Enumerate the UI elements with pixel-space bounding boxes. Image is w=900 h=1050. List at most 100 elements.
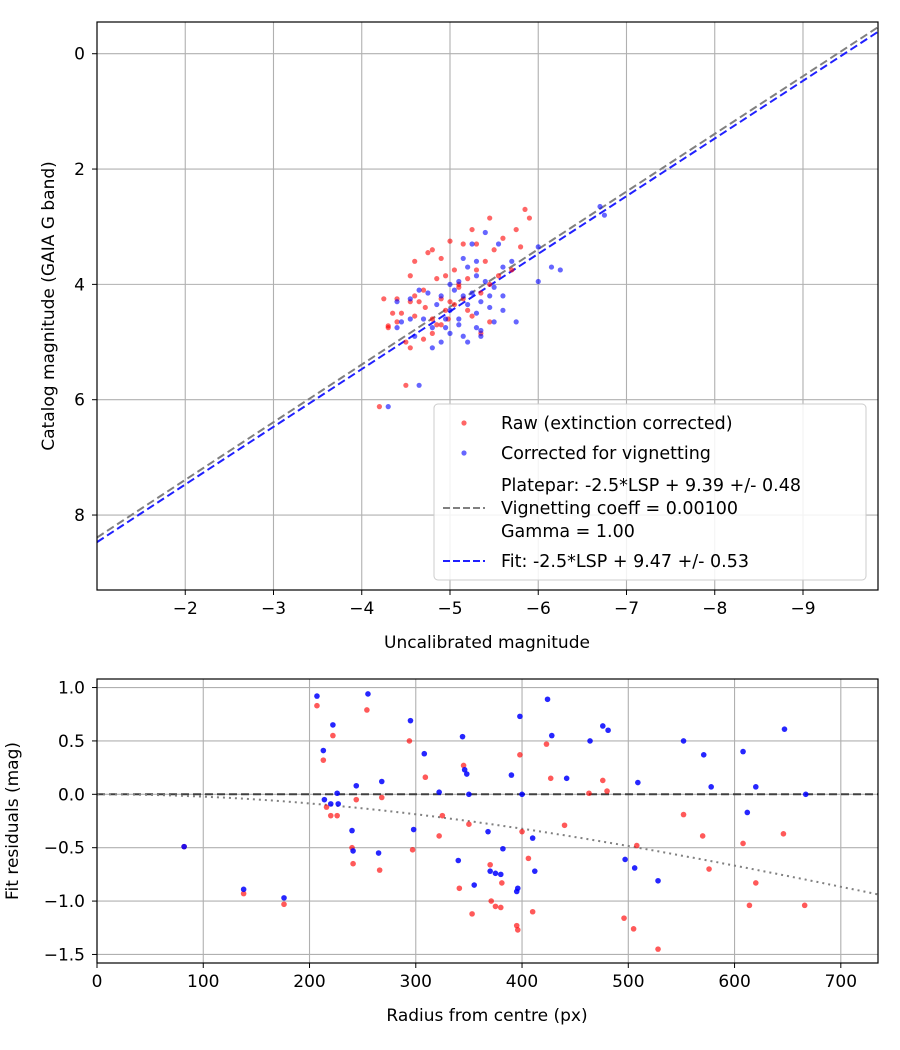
corrected-residual-point bbox=[407, 717, 414, 724]
top-y-tick-label: 0 bbox=[74, 45, 85, 65]
raw-point bbox=[381, 296, 387, 302]
raw-residual-point bbox=[547, 775, 554, 782]
raw-residual-point bbox=[320, 757, 327, 763]
raw-point bbox=[429, 330, 435, 336]
top-legend: Raw (extinction corrected) Corrected for… bbox=[433, 403, 867, 581]
raw-residual-point bbox=[469, 911, 475, 917]
corrected-residual-point bbox=[349, 827, 355, 834]
corrected-point bbox=[451, 287, 458, 293]
raw-point bbox=[487, 215, 493, 221]
raw-point bbox=[420, 336, 427, 342]
raw-residual-point bbox=[350, 860, 356, 867]
raw-point bbox=[420, 287, 427, 293]
corrected-residual-point bbox=[314, 693, 320, 699]
corrected-point bbox=[473, 310, 480, 316]
raw-point bbox=[403, 382, 409, 388]
corrected-point bbox=[429, 325, 435, 331]
top-x-axis-label: Uncalibrated magnitude bbox=[384, 633, 590, 653]
top-x-tick-label: −6 bbox=[526, 599, 551, 619]
raw-point bbox=[407, 273, 413, 279]
corrected-residual-point bbox=[500, 845, 506, 852]
bottom-x-tick-label: 100 bbox=[187, 972, 219, 992]
raw-residual-point bbox=[680, 811, 687, 818]
bottom-x-tick-label: 300 bbox=[400, 972, 432, 992]
raw-residual-point bbox=[281, 901, 287, 908]
top-x-tick-label: −4 bbox=[349, 599, 374, 619]
corrected-residual-point bbox=[497, 871, 504, 878]
raw-point bbox=[447, 299, 453, 305]
corrected-point bbox=[416, 287, 422, 293]
corrected-point bbox=[460, 293, 466, 299]
bottom-x-tick-label: 0 bbox=[92, 972, 103, 992]
raw-point bbox=[513, 226, 519, 233]
corrected-point bbox=[398, 319, 405, 325]
corrected-residual-point bbox=[487, 868, 493, 874]
corrected-point bbox=[495, 241, 502, 247]
top-scatter-points bbox=[376, 203, 608, 410]
corrected-point bbox=[420, 316, 427, 322]
raw-point bbox=[495, 273, 502, 279]
corrected-point bbox=[500, 264, 506, 270]
raw-residual-point bbox=[376, 867, 383, 873]
corrected-residual-point bbox=[471, 882, 478, 888]
raw-residual-point bbox=[323, 804, 330, 810]
corrected-residual-point bbox=[708, 784, 714, 790]
raw-point bbox=[425, 250, 431, 256]
raw-residual-point bbox=[529, 908, 536, 915]
corrected-point bbox=[465, 339, 471, 345]
legend-platepar: Platepar: -2.5*LSP + 9.39 +/- 0.48 bbox=[501, 476, 801, 496]
corrected-point bbox=[456, 278, 462, 285]
raw-residual-point bbox=[706, 866, 712, 872]
corrected-point bbox=[429, 345, 435, 351]
corrected-point bbox=[425, 290, 431, 296]
corrected-point bbox=[442, 316, 449, 322]
corrected-residual-point bbox=[655, 877, 661, 884]
raw-residual-point bbox=[543, 741, 550, 747]
raw-residual-point bbox=[630, 926, 637, 932]
corrected-residual-point bbox=[605, 727, 611, 734]
raw-residual-point bbox=[746, 902, 753, 909]
corrected-residual-point bbox=[463, 771, 470, 777]
corrected-point bbox=[460, 333, 466, 339]
corrected-point bbox=[535, 278, 541, 285]
corrected-point bbox=[438, 293, 444, 299]
raw-point bbox=[465, 307, 471, 313]
corrected-point bbox=[478, 327, 484, 334]
top-x-tick-label: −2 bbox=[173, 599, 198, 619]
legend-vignetting: Vignetting coeff = 0.00100 bbox=[501, 499, 738, 519]
raw-point bbox=[429, 316, 435, 322]
corrected-residual-point bbox=[680, 738, 687, 744]
raw-residual-point bbox=[561, 822, 568, 829]
corrected-point bbox=[473, 258, 480, 264]
legend-fit: Fit: -2.5*LSP + 9.47 +/- 0.53 bbox=[501, 552, 749, 572]
raw-residual-point bbox=[353, 796, 360, 803]
corrected-residual-point bbox=[455, 857, 462, 864]
corrected-residual-point bbox=[517, 713, 523, 720]
bottom-x-tick-label: 500 bbox=[612, 972, 644, 992]
raw-residual-point bbox=[330, 732, 336, 739]
corrected-residual-point bbox=[531, 868, 538, 874]
raw-point bbox=[522, 206, 528, 213]
raw-point bbox=[460, 241, 466, 247]
raw-residual-point bbox=[699, 833, 706, 839]
raw-residual-point bbox=[487, 861, 493, 868]
raw-residual-point bbox=[525, 855, 532, 862]
raw-residual-point bbox=[460, 762, 467, 769]
bottom-y-tick-label: −1.5 bbox=[44, 945, 85, 965]
top-y-tick-label: 4 bbox=[74, 275, 85, 295]
corrected-residual-point bbox=[563, 775, 570, 782]
raw-residual-point bbox=[740, 840, 746, 847]
raw-point bbox=[403, 339, 409, 345]
raw-residual-point bbox=[517, 752, 523, 758]
raw-residual-point bbox=[240, 890, 247, 897]
corrected-point bbox=[557, 267, 563, 273]
raw-point bbox=[438, 255, 444, 262]
top-x-tick-label: −8 bbox=[702, 599, 727, 619]
raw-residual-point bbox=[488, 898, 495, 904]
raw-point bbox=[407, 345, 413, 351]
bottom-y-axis-label: Fit residuals (mag) bbox=[3, 742, 23, 900]
corrected-residual-point bbox=[320, 747, 327, 754]
top-ticks: −2 −3 −4 −5 −6 −7 −8 −9 0 2 4 6 8 bbox=[74, 45, 815, 619]
corrected-residual-point bbox=[281, 895, 287, 901]
raw-residual-point bbox=[633, 842, 640, 849]
